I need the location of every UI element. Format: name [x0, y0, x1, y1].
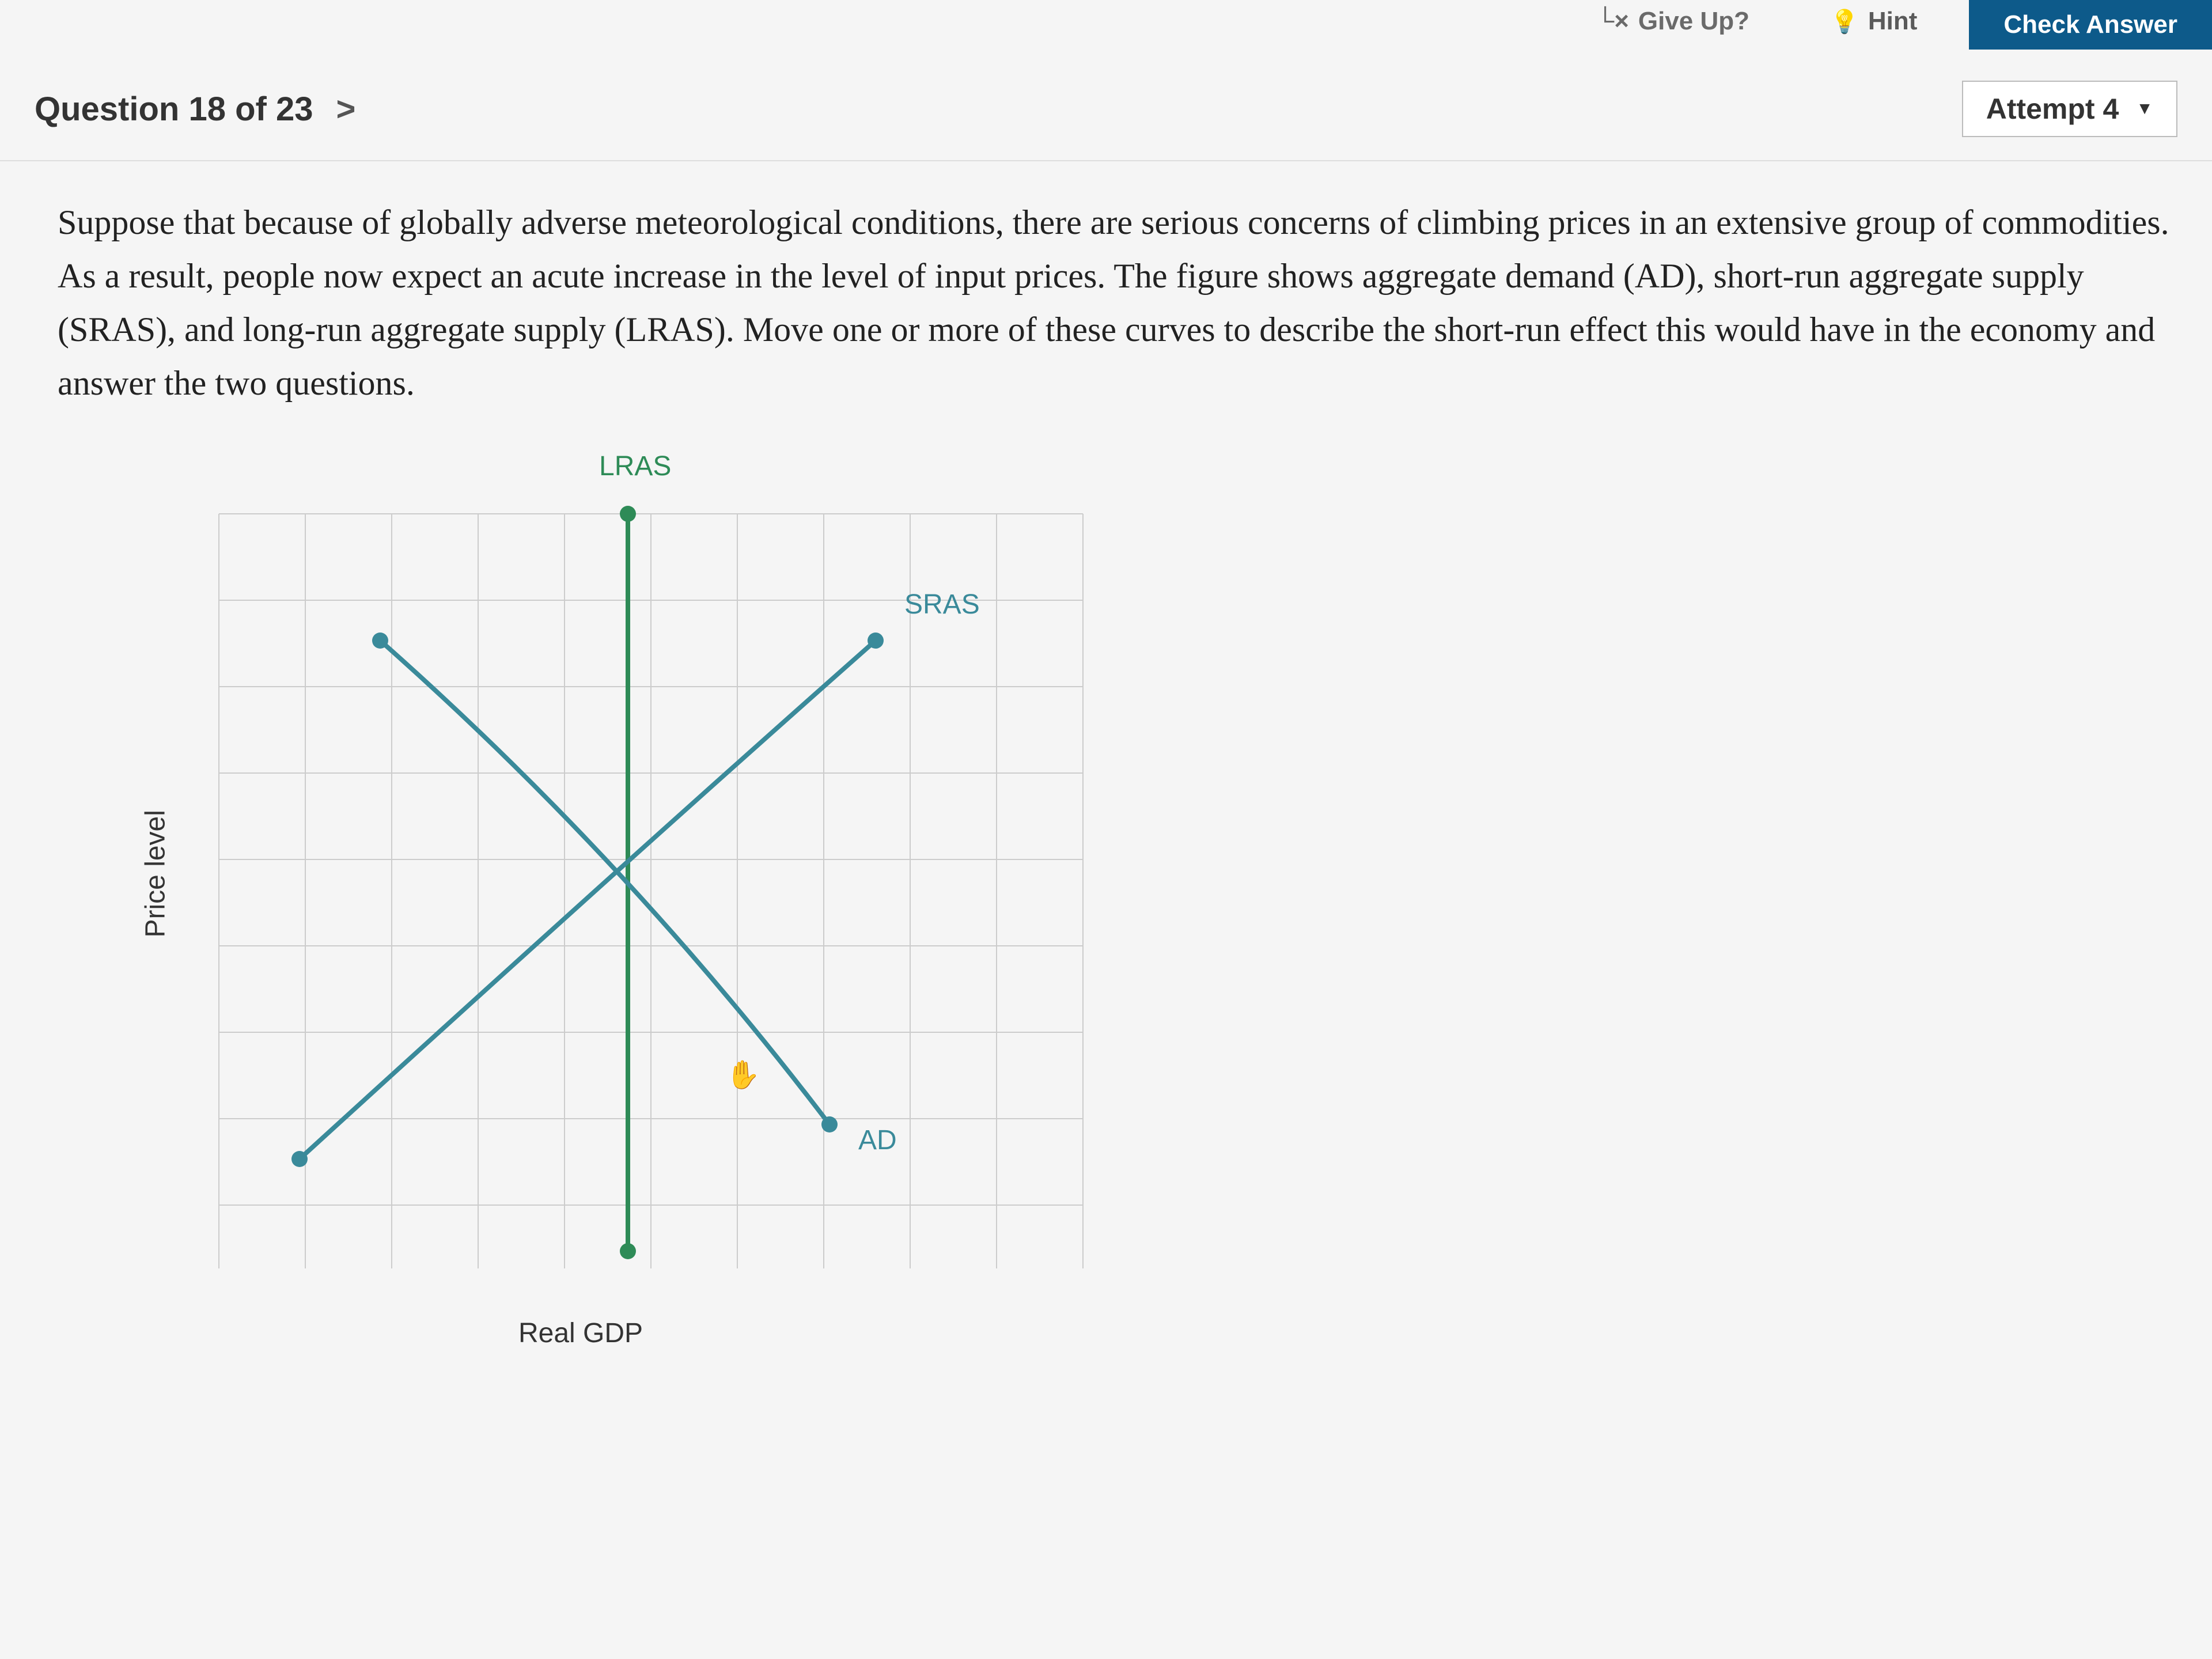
bulb-icon: 💡	[1830, 8, 1859, 35]
y-axis-label: Price level	[140, 903, 172, 937]
hint-button[interactable]: 💡 Hint	[1801, 0, 1946, 43]
give-up-button[interactable]: └× Give Up?	[1567, 0, 1778, 43]
svg-text:✋: ✋	[726, 1059, 760, 1090]
chart-container: Price level ✋ LRAS SRAS AD Real GDP	[138, 491, 2177, 1349]
attempt-dropdown[interactable]: Attempt 4 ▼	[1962, 81, 2177, 137]
x-icon: └×	[1596, 7, 1629, 36]
question-prompt: Suppose that because of globally adverse…	[58, 196, 2177, 410]
ad-label[interactable]: AD	[858, 1124, 897, 1156]
hint-label: Hint	[1868, 7, 1918, 36]
give-up-label: Give Up?	[1638, 7, 1749, 36]
question-label: Question 18 of 23	[35, 90, 313, 128]
chevron-right-icon[interactable]: >	[336, 90, 355, 128]
lras-label[interactable]: LRAS	[599, 450, 671, 482]
sras-label[interactable]: SRAS	[904, 589, 980, 620]
chart-area[interactable]: ✋ LRAS SRAS AD	[196, 491, 1118, 1300]
content-area: Suppose that because of globally adverse…	[0, 161, 2212, 1372]
chevron-down-icon: ▼	[2136, 99, 2153, 119]
question-header: Question 18 of 23 > Attempt 4 ▼	[0, 46, 2212, 161]
top-toolbar: └× Give Up? 💡 Hint Check Answer	[0, 0, 2212, 46]
check-label: Check Answer	[2003, 10, 2177, 39]
check-answer-button[interactable]: Check Answer	[1969, 0, 2212, 50]
x-axis-label: Real GDP	[518, 1317, 643, 1349]
attempt-label: Attempt 4	[1986, 92, 2119, 126]
question-number: Question 18 of 23 >	[35, 90, 355, 128]
